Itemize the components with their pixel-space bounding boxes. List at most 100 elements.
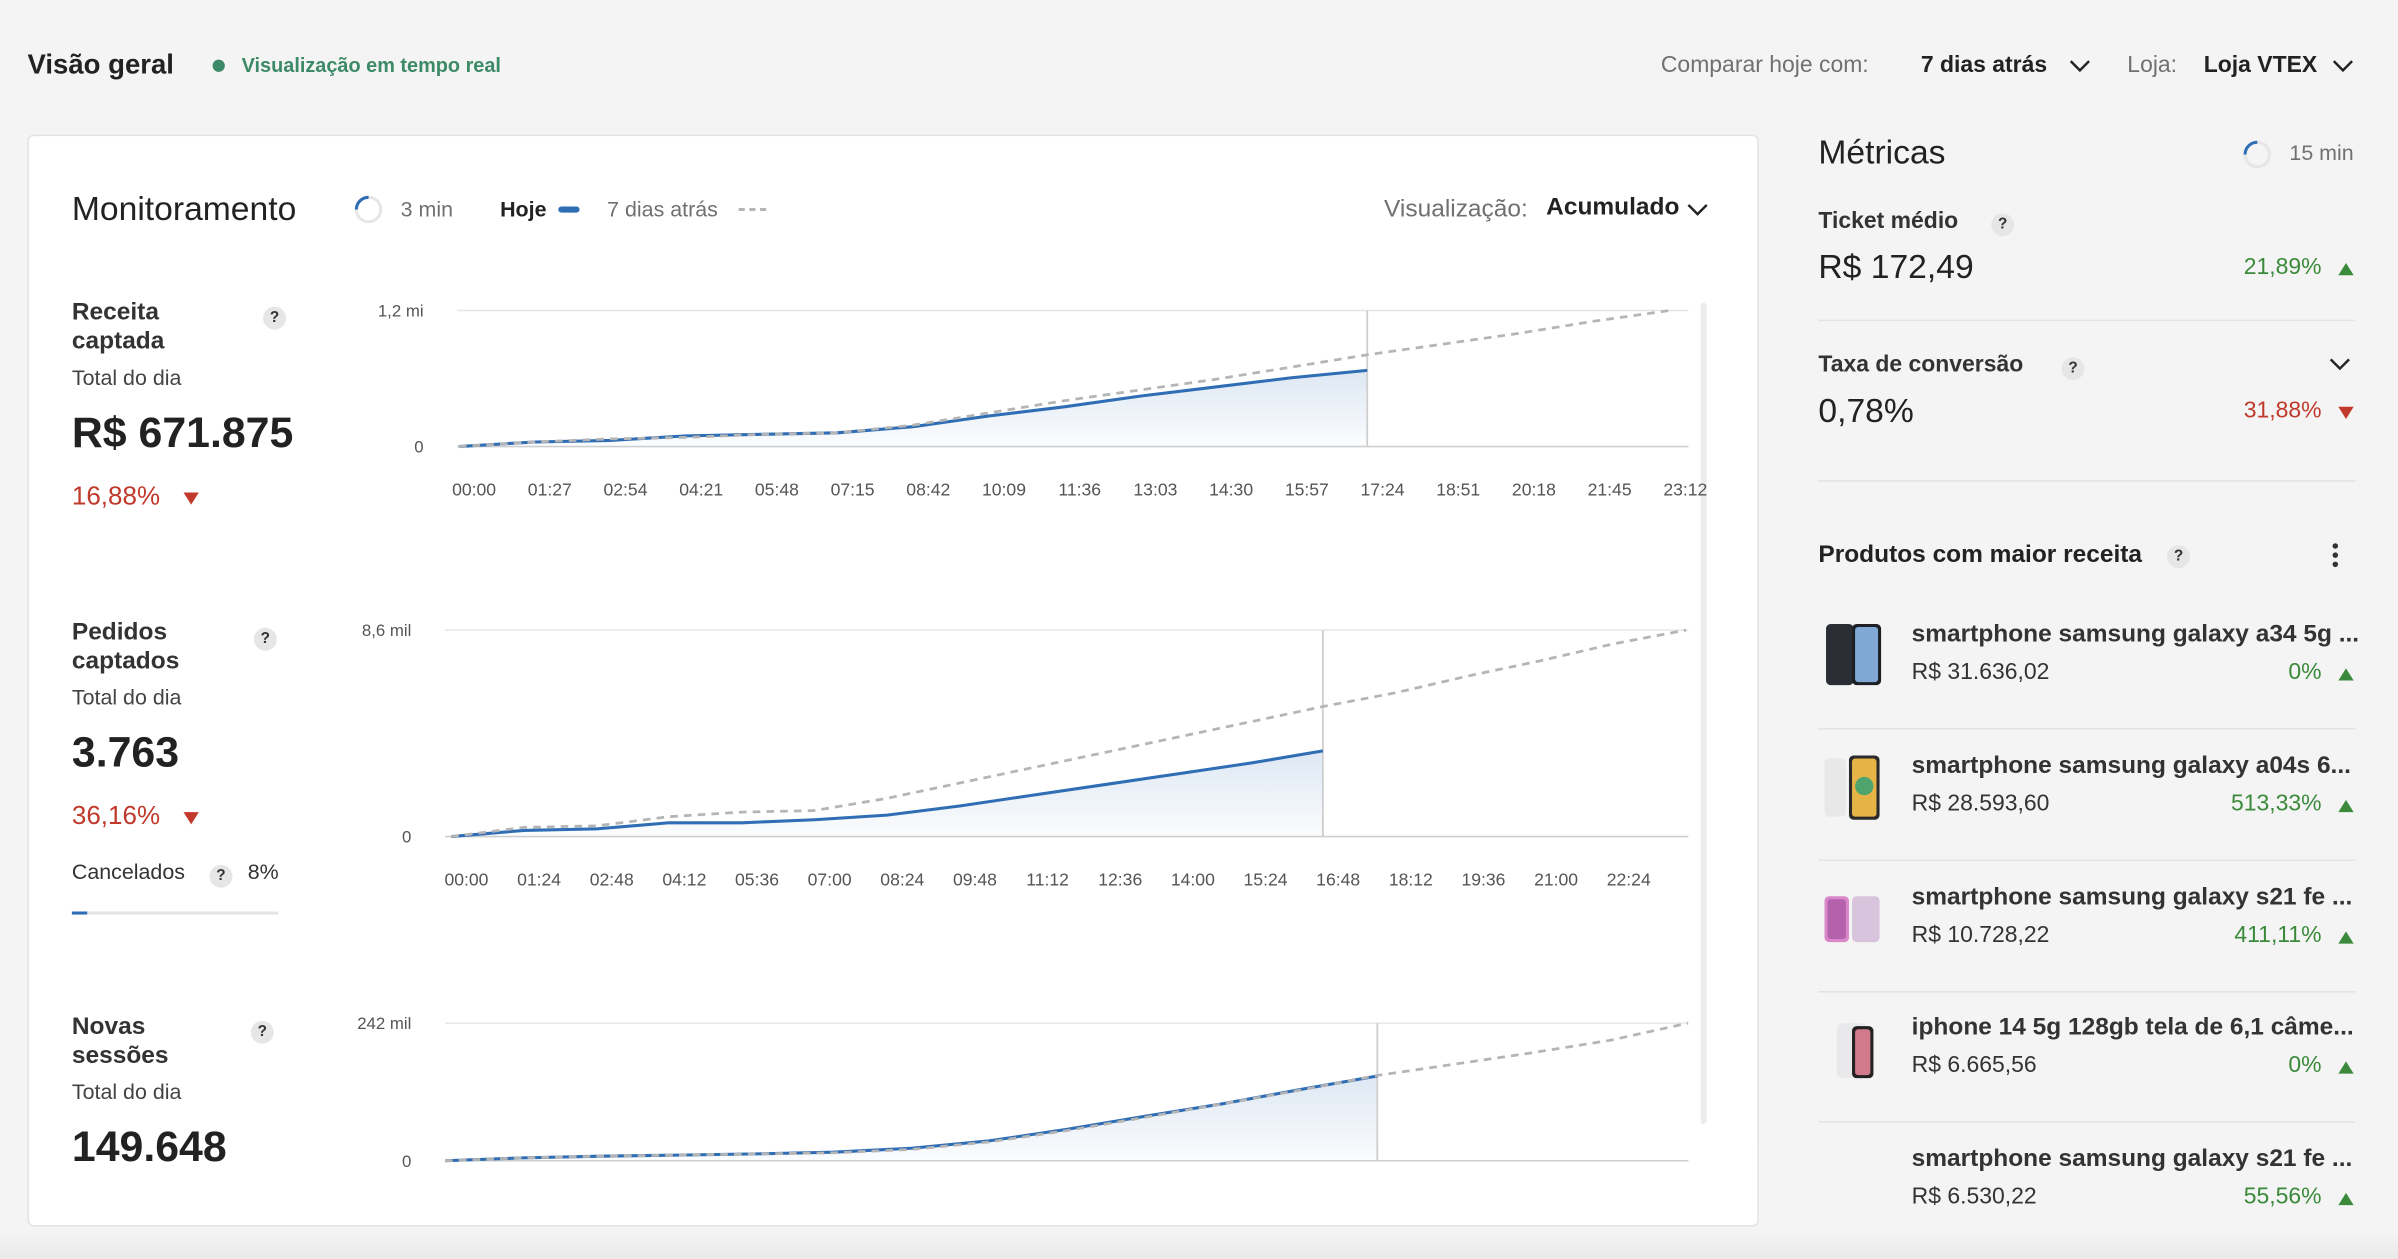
x-tick-label: 22:24: [1607, 869, 1651, 889]
metric-value: 3.763: [71, 728, 180, 776]
product-price: R$ 28.593,60: [1911, 790, 2050, 817]
products-title: Produtos com maior receita: [1818, 542, 2143, 569]
product-change: 513,33%: [2230, 790, 2322, 817]
product-price: R$ 10.728,22: [1911, 922, 2050, 949]
x-tick-label: 21:45: [1588, 480, 1632, 500]
trend-icon: [2338, 1192, 2354, 1206]
legend-swatch: [558, 206, 580, 213]
product-change: 55,56%: [2243, 1183, 2322, 1210]
chevron[interactable]: [2332, 60, 2353, 74]
product-thumbnail[interactable]: [1821, 884, 1885, 954]
area-fill: [451, 750, 1323, 837]
legend-label[interactable]: Hoje: [500, 196, 547, 222]
metric-change: 36,16%: [71, 801, 161, 831]
x-tick-label: 16:48: [1316, 869, 1360, 889]
metric-name: Novas sessões: [71, 1013, 169, 1070]
chevron[interactable]: [1687, 203, 1708, 217]
x-tick-label: 00:00: [452, 480, 496, 500]
triangle: [183, 492, 199, 505]
triangle: [2338, 406, 2354, 420]
y-tick-label: 0: [414, 438, 423, 457]
kpi-value: 0,78%: [1818, 391, 1914, 430]
x-tick-label: 05:48: [755, 480, 799, 500]
product-price: R$ 6.665,56: [1911, 1052, 2037, 1079]
product-thumbnail[interactable]: [1821, 752, 1885, 822]
product-name[interactable]: smartphone samsung galaxy s21 fe ...: [1911, 1146, 2353, 1173]
help-icon[interactable]: ?: [209, 864, 233, 888]
help-icon[interactable]: ?: [2167, 545, 2191, 569]
triangle: [183, 812, 199, 825]
x-tick-label: 15:24: [1244, 869, 1288, 889]
help-icon[interactable]: ?: [1991, 213, 2015, 237]
compare-select[interactable]: 7 dias atrás: [1920, 51, 2048, 78]
x-tick-label: 15:57: [1285, 480, 1329, 500]
divider: [1818, 319, 2356, 322]
y-tick-label: 1,2 mi: [378, 302, 424, 321]
triangle: [2338, 263, 2354, 276]
kpi-name: Ticket médio: [1818, 207, 1959, 234]
metric-change: 16,88%: [71, 481, 161, 511]
kpi-change: 31,88%: [2243, 397, 2322, 424]
y-tick-label: 0: [402, 1152, 411, 1171]
live-label: Visualização em tempo real: [241, 53, 501, 77]
x-tick-label: 01:27: [528, 480, 572, 500]
footer-fade: [0, 1231, 2398, 1259]
trend-icon: [2338, 931, 2354, 944]
chevron[interactable]: [2329, 358, 2350, 372]
cancel-value: 8%: [247, 858, 279, 884]
product-change: 0%: [2288, 1052, 2322, 1079]
trend-icon: [2338, 1061, 2354, 1074]
help-icon[interactable]: ?: [253, 627, 277, 651]
thumb-shape: [1855, 627, 1879, 683]
legend-swatch: [738, 207, 770, 212]
y-tick-label: 8,6 mil: [362, 621, 412, 640]
trend-icon: [183, 492, 199, 505]
divider: [1818, 991, 2356, 993]
product-name[interactable]: smartphone samsung galaxy s21 fe ...: [1911, 884, 2353, 911]
divider: [1818, 480, 2356, 482]
x-tick-label: 05:36: [735, 869, 779, 889]
product-name[interactable]: smartphone samsung galaxy a34 5g ...: [1911, 621, 2359, 648]
chevron[interactable]: [2069, 60, 2090, 74]
thumb-shape: [1827, 899, 1846, 940]
help-icon[interactable]: ?: [2061, 357, 2085, 381]
view-label: Visualização:: [1384, 196, 1528, 223]
x-tick-label: 23:12: [1663, 480, 1707, 500]
series-line: [444, 1021, 1689, 1163]
series-line: [458, 368, 1368, 449]
product-thumbnail[interactable]: [1821, 1145, 1885, 1215]
monitor-card: [27, 134, 1759, 1227]
area-fill: [445, 1076, 1378, 1161]
product-name[interactable]: smartphone samsung galaxy a04s 6...: [1911, 753, 2351, 780]
help-icon[interactable]: ?: [250, 1020, 274, 1044]
product-thumbnail[interactable]: [1821, 621, 1885, 691]
store-select[interactable]: Loja VTEX: [2203, 51, 2318, 78]
thumb-shape: [1855, 1029, 1871, 1076]
series-line: [451, 749, 1324, 839]
kpi-value: R$ 172,49: [1818, 247, 1974, 286]
triangle: [2338, 668, 2354, 681]
metric-subtitle: Total do dia: [71, 684, 182, 710]
x-tick-label: 04:12: [662, 869, 706, 889]
product-name[interactable]: iphone 14 5g 128gb tela de 6,1 câme...: [1911, 1014, 2354, 1041]
legend-label[interactable]: 7 dias atrás: [607, 196, 718, 222]
trend-icon: [2338, 406, 2354, 420]
view-select[interactable]: Acumulado: [1546, 194, 1680, 221]
y-tick-label: 242 mil: [357, 1014, 411, 1033]
series-line: [458, 309, 1671, 448]
scrollbar[interactable]: [1700, 302, 1707, 1125]
x-tick-label: 10:09: [982, 480, 1026, 500]
x-tick-label: 19:36: [1461, 869, 1505, 889]
product-thumbnail[interactable]: [1821, 1014, 1885, 1084]
x-tick-label: 09:48: [953, 869, 997, 889]
thumb-shape: [1826, 623, 1854, 686]
cancel-bar: [71, 911, 279, 915]
x-tick-label: 04:21: [679, 480, 723, 500]
help-icon[interactable]: ?: [263, 306, 286, 330]
cancel-label: Cancelados: [71, 858, 185, 884]
x-tick-label: 08:24: [880, 869, 924, 889]
kebab-menu[interactable]: [2331, 541, 2340, 569]
